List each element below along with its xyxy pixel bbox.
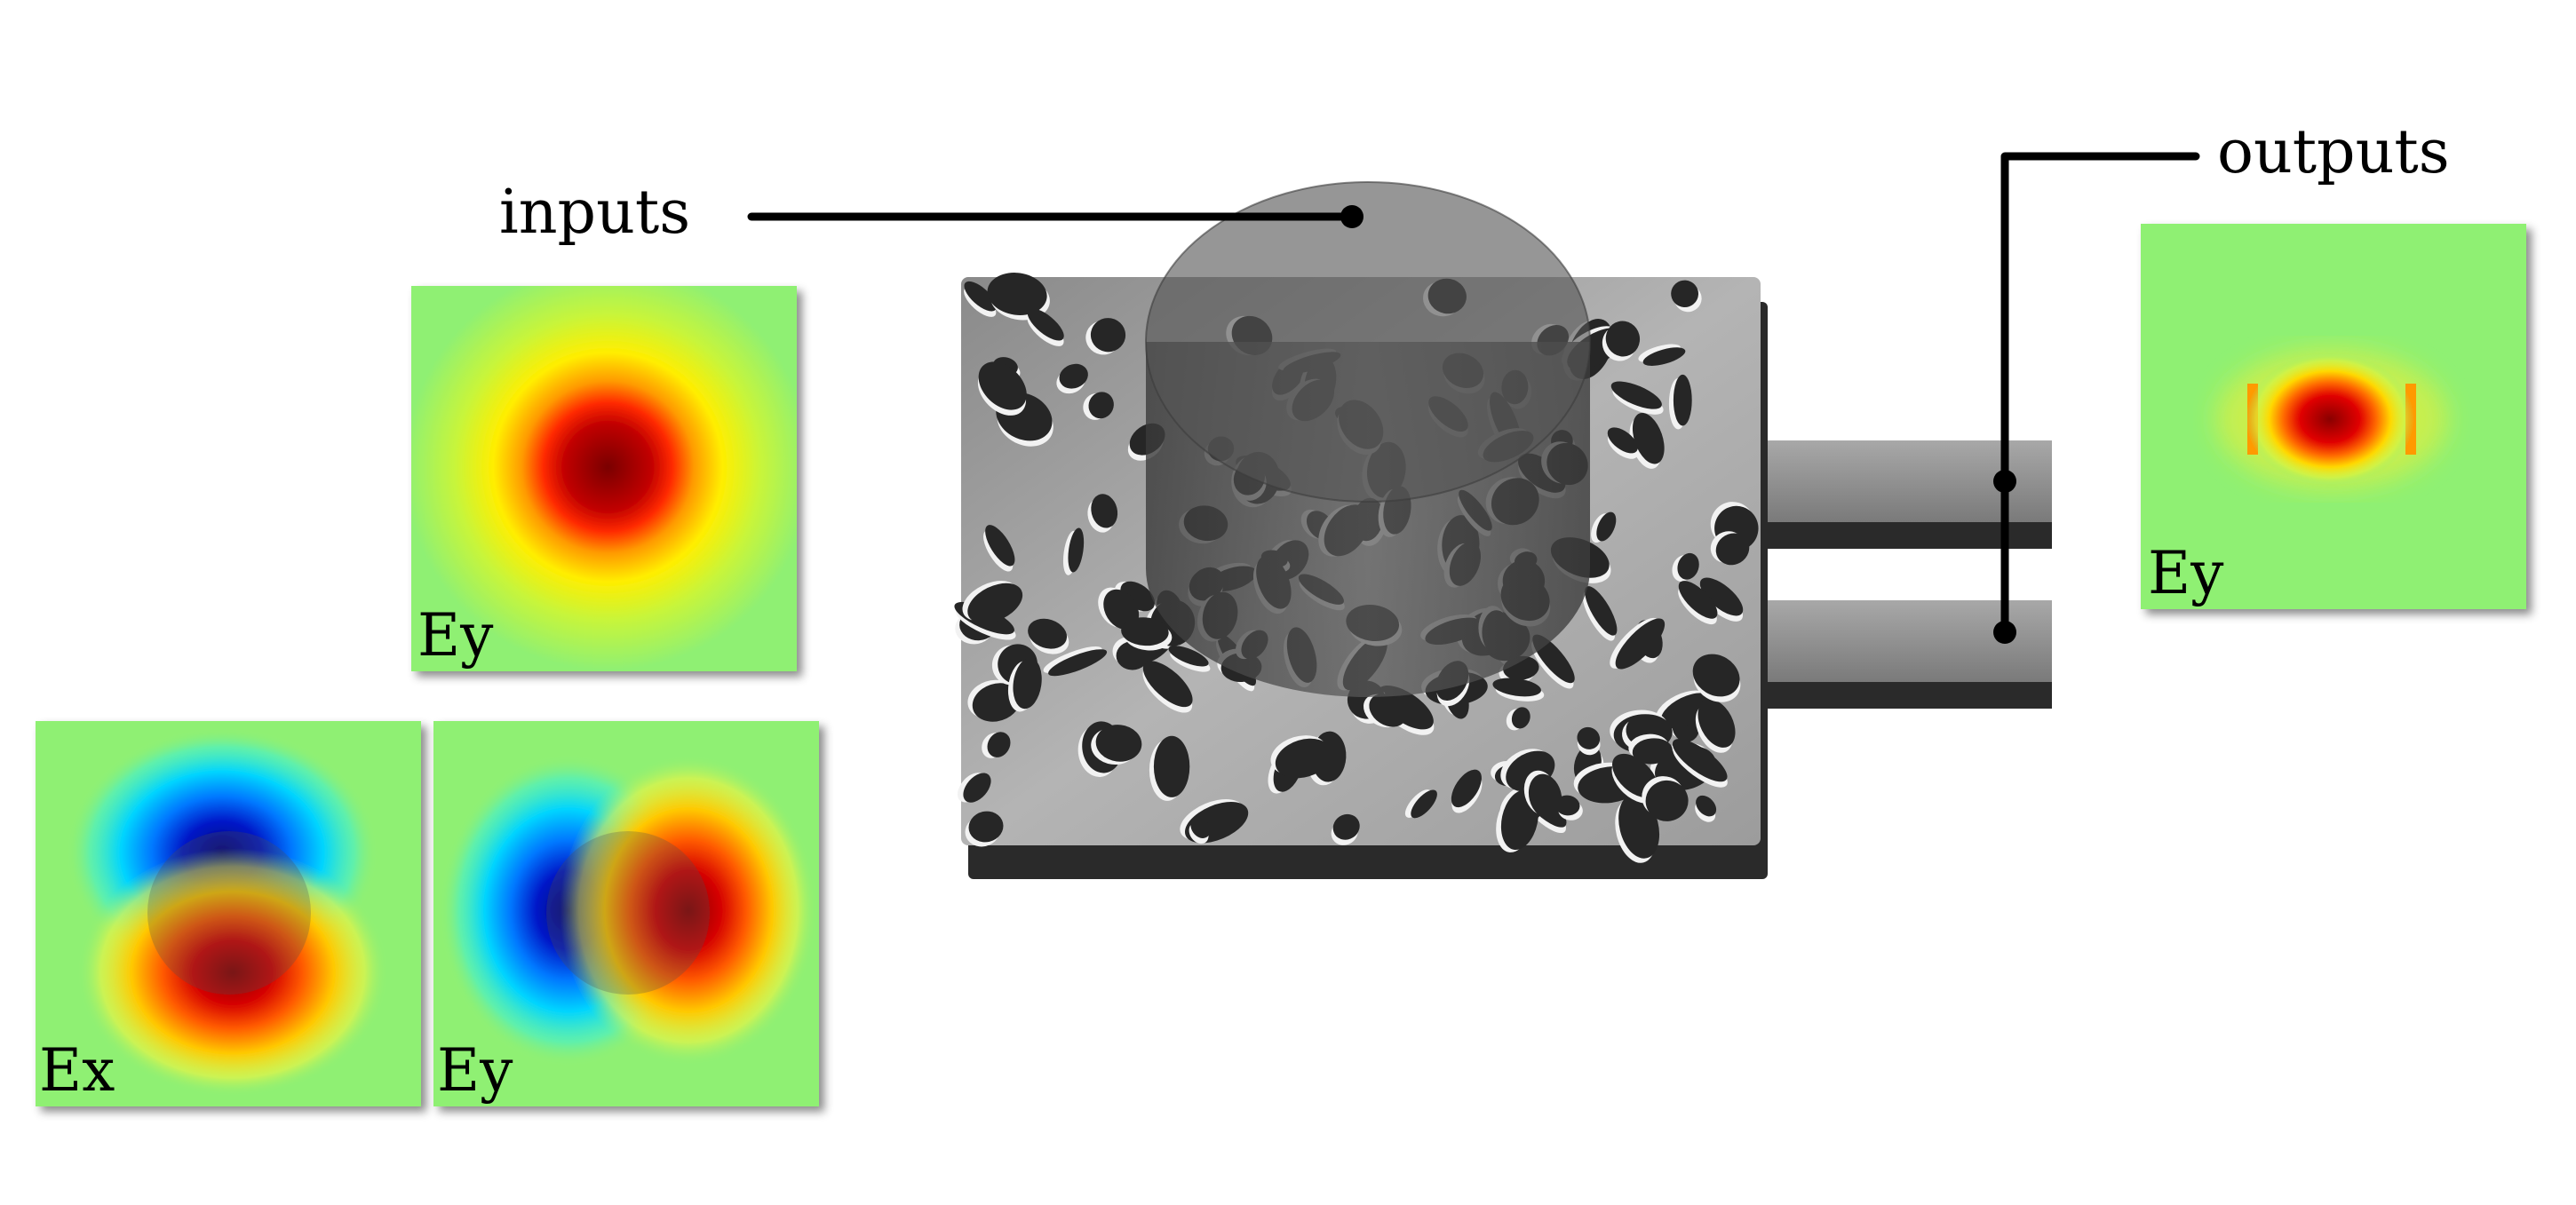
- etched-hole: [1697, 699, 1736, 748]
- etched-hole: [1028, 618, 1068, 649]
- etched-hole: [1103, 589, 1140, 630]
- etched-hole: [1142, 661, 1193, 708]
- etched-hole: [1677, 552, 1699, 580]
- etched-hole: [1153, 735, 1190, 797]
- etched-hole: [1605, 321, 1641, 357]
- etched-hole: [964, 281, 997, 312]
- etched-hole: [1121, 617, 1169, 646]
- etched-hole: [1645, 780, 1689, 821]
- input-region-cylinder: [1145, 181, 1591, 697]
- etched-hole: [1059, 363, 1088, 389]
- etched-hole: [978, 361, 1027, 410]
- outputs-callout: [1993, 152, 2200, 644]
- etched-hole: [1660, 693, 1713, 729]
- outputs-label: outputs: [2217, 117, 2450, 187]
- ex-input-region-overlay: [147, 831, 311, 995]
- input-panel-label-ey-1: Ey: [417, 601, 494, 670]
- etched-hole: [1715, 533, 1750, 566]
- input-mode-panel-ex: [36, 721, 421, 1106]
- etched-hole: [1678, 581, 1718, 619]
- etched-hole: [1577, 726, 1601, 749]
- input-panel-label-ey-2: Ey: [437, 1036, 513, 1105]
- etched-hole: [1632, 412, 1665, 464]
- output-mode-panel-ey: [2141, 224, 2526, 609]
- etched-hole: [1027, 308, 1064, 341]
- etched-hole: [987, 273, 1047, 315]
- etched-hole: [1091, 494, 1118, 528]
- etched-hole: [1632, 738, 1673, 765]
- inputs-label: inputs: [499, 178, 690, 248]
- etched-hole: [1013, 657, 1042, 710]
- etched-hole: [1696, 795, 1717, 817]
- etched-hole: [1492, 678, 1541, 697]
- etched-hole: [1672, 739, 1728, 782]
- inputs-callout: [747, 205, 1364, 228]
- etched-hole: [1275, 738, 1332, 779]
- etched-hole: [967, 583, 1023, 624]
- etched-hole: [1607, 427, 1638, 454]
- etched-hole: [1610, 381, 1662, 409]
- device: [954, 181, 2052, 879]
- etched-hole: [1585, 586, 1618, 636]
- etched-hole: [987, 732, 1011, 757]
- etched-hole: [1615, 618, 1666, 670]
- input-panel-label-ex: Ex: [39, 1036, 115, 1105]
- etched-hole: [1671, 280, 1698, 308]
- etched-hole: [1528, 773, 1562, 819]
- etched-hole: [1090, 318, 1126, 353]
- etched-hole: [1068, 527, 1085, 573]
- etched-hole: [1369, 694, 1407, 727]
- etched-hole: [1168, 646, 1209, 667]
- etched-hole: [1411, 789, 1437, 819]
- output-mode-core: [2246, 353, 2414, 486]
- etched-hole: [963, 773, 991, 803]
- etched-hole: [1692, 654, 1740, 697]
- etched-hole: [1095, 725, 1142, 762]
- input-mode-panel-ey-fundamental: [411, 286, 797, 671]
- etched-hole: [1596, 511, 1617, 542]
- etched-hole: [968, 811, 1004, 843]
- etched-hole: [1190, 816, 1211, 838]
- etched-hole: [1088, 392, 1114, 419]
- etched-hole: [1451, 769, 1482, 808]
- etched-hole: [1332, 813, 1360, 840]
- etched-hole: [1673, 374, 1692, 426]
- etched-hole: [1699, 577, 1744, 616]
- etched-hole: [985, 525, 1015, 567]
- output-waveguide-top: [1768, 440, 2052, 549]
- input-mode-panel-ey-2: [433, 721, 819, 1106]
- output-panel-label-ey: Ey: [2148, 539, 2224, 607]
- output-waveguide-bottom: [1768, 600, 2052, 709]
- etched-hole: [1048, 649, 1108, 677]
- ey-input-region-overlay: [546, 831, 710, 995]
- etched-hole: [1511, 707, 1530, 729]
- etched-hole: [1642, 347, 1686, 366]
